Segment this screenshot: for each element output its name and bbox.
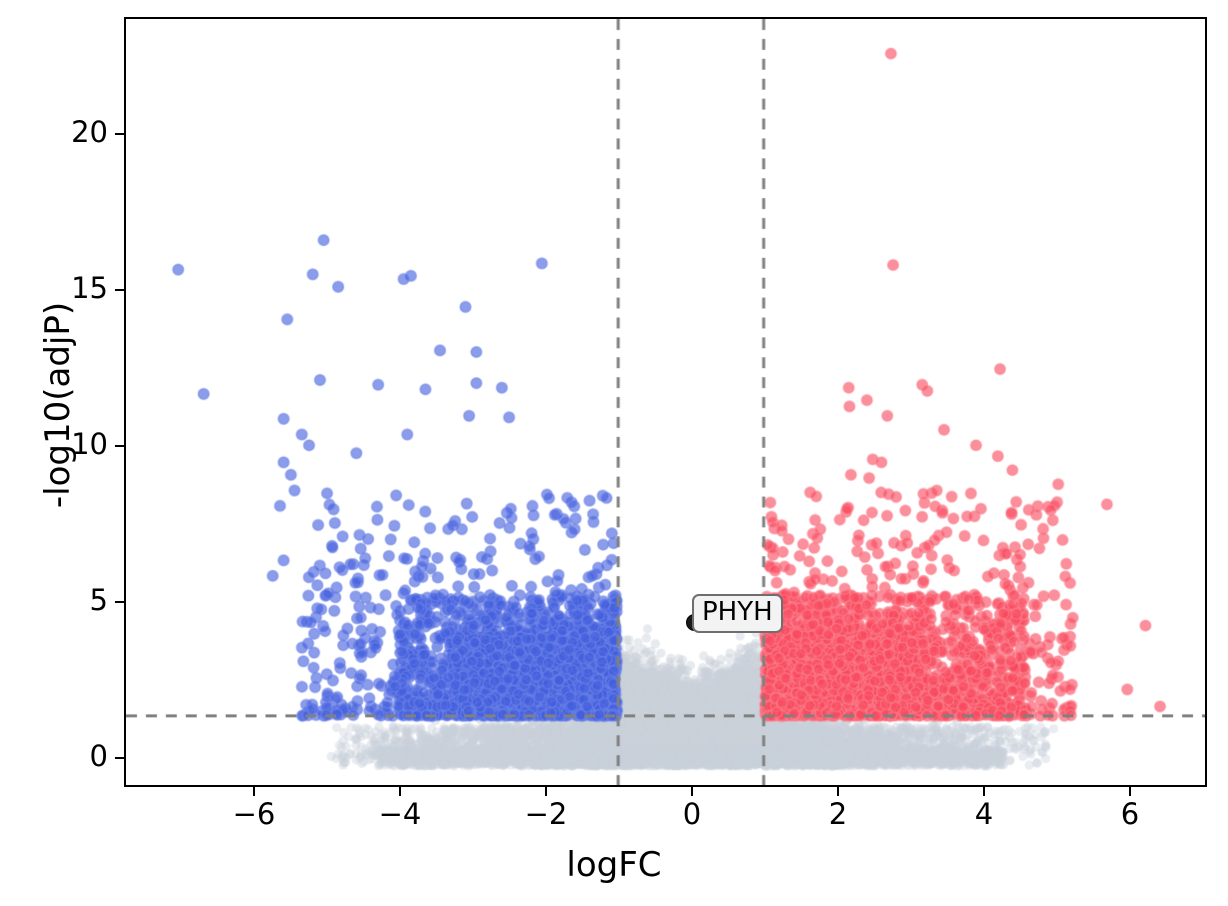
xtick-label-6: 6 xyxy=(1120,797,1140,831)
xtick-mark-4 xyxy=(983,787,985,796)
xtick-mark-2 xyxy=(837,787,839,796)
scatter-canvas xyxy=(126,19,1205,785)
xtick-label-neg2: −2 xyxy=(524,797,568,831)
xtick-mark-neg6 xyxy=(253,787,255,796)
ytick-label-20: 20 xyxy=(71,115,108,149)
xtick-label-neg4: −4 xyxy=(378,797,422,831)
ytick-mark-15 xyxy=(115,289,124,291)
y-axis-title: -log10(adjP) xyxy=(38,301,78,509)
ytick-mark-5 xyxy=(115,601,124,603)
xtick-label-0: 0 xyxy=(682,797,702,831)
gene-annotation-label[interactable]: PHYH xyxy=(692,594,783,634)
xtick-label-4: 4 xyxy=(974,797,994,831)
xtick-mark-0 xyxy=(691,787,693,796)
ytick-label-0: 0 xyxy=(89,739,108,773)
ytick-mark-20 xyxy=(115,133,124,135)
xtick-label-2: 2 xyxy=(828,797,848,831)
ytick-label-10: 10 xyxy=(71,427,108,461)
xtick-mark-neg4 xyxy=(399,787,401,796)
plot-area: PHYH xyxy=(124,17,1207,787)
ytick-mark-10 xyxy=(115,445,124,447)
ytick-mark-0 xyxy=(115,757,124,759)
xtick-mark-6 xyxy=(1129,787,1131,796)
x-axis-title: logFC xyxy=(566,845,662,885)
xtick-mark-neg2 xyxy=(545,787,547,796)
ytick-label-5: 5 xyxy=(89,583,108,617)
xtick-label-neg6: −6 xyxy=(232,797,276,831)
ytick-label-15: 15 xyxy=(71,271,108,305)
